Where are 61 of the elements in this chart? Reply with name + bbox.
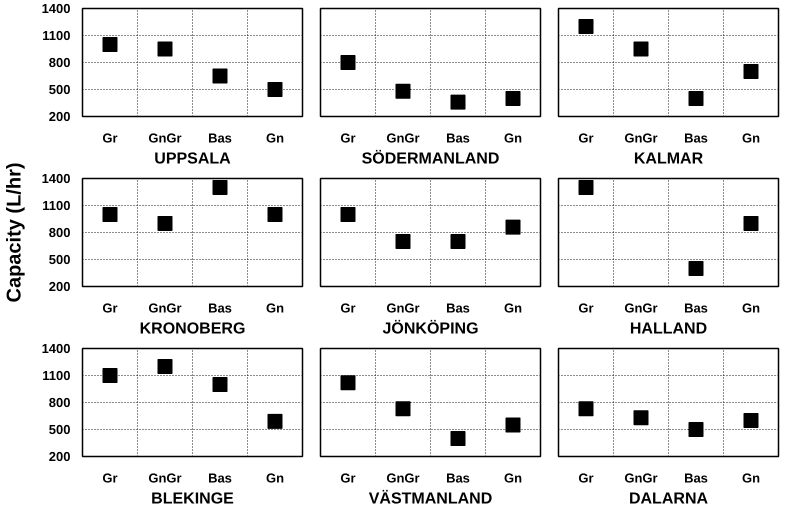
text: HALLAND bbox=[630, 320, 708, 338]
x-tick-label: Bas bbox=[684, 470, 708, 486]
x-tick-label: GnGr bbox=[624, 470, 658, 486]
x-tick-label: GnGr bbox=[148, 470, 182, 486]
x-tick-label: GnGr bbox=[148, 300, 182, 316]
y-tick-label: 1400 bbox=[42, 1, 70, 16]
x-tick-label: Gr bbox=[578, 130, 594, 146]
x-tick-label: Gr bbox=[102, 470, 118, 486]
x-tick-label: GnGr bbox=[386, 130, 420, 146]
text: DALARNA bbox=[628, 490, 708, 508]
y-tick-label: 1100 bbox=[42, 368, 70, 383]
y-tick-label: 1100 bbox=[42, 198, 70, 213]
y-tick-label: 500 bbox=[48, 422, 71, 437]
x-tick-label: Gn bbox=[266, 470, 284, 486]
text: VÄSTMANLAND bbox=[368, 490, 492, 508]
text: BLEKINGE bbox=[151, 490, 234, 508]
x-tick-label: Gn bbox=[742, 470, 760, 486]
x-tick-label: Gr bbox=[340, 470, 356, 486]
x-tick-label: Bas bbox=[446, 130, 470, 146]
y-tick-label: 1100 bbox=[42, 28, 70, 43]
y-tick-label: 800 bbox=[48, 395, 71, 410]
x-tick-label: Bas bbox=[684, 300, 708, 316]
x-tick-label: Gr bbox=[340, 130, 356, 146]
x-tick-label: GnGr bbox=[148, 130, 182, 146]
x-tick-label: Gn bbox=[742, 130, 760, 146]
y-tick-label: 200 bbox=[48, 279, 71, 294]
x-tick-label: Bas bbox=[446, 470, 470, 486]
y-tick-label: 500 bbox=[48, 82, 71, 97]
text: UPPSALA bbox=[154, 150, 232, 168]
x-tick-label: Gn bbox=[504, 300, 522, 316]
text: KALMAR bbox=[634, 150, 704, 168]
y-tick-label: 800 bbox=[48, 55, 71, 70]
x-tick-label: Gn bbox=[266, 300, 284, 316]
x-tick-label: Bas bbox=[208, 130, 232, 146]
x-tick-label: Gr bbox=[578, 300, 594, 316]
y-tick-label: 200 bbox=[48, 449, 71, 464]
x-tick-label: Gn bbox=[742, 300, 760, 316]
x-tick-label: GnGr bbox=[386, 300, 420, 316]
x-tick-label: Gn bbox=[504, 130, 522, 146]
x-tick-label: Bas bbox=[208, 470, 232, 486]
x-tick-label: Gr bbox=[340, 300, 356, 316]
x-tick-label: Bas bbox=[208, 300, 232, 316]
x-tick-label: Bas bbox=[446, 300, 470, 316]
x-tick-label: Gn bbox=[266, 130, 284, 146]
y-axis-title: Capacity (L/hr) bbox=[4, 162, 26, 303]
text: JÖNKÖPING bbox=[382, 320, 479, 338]
x-tick-label: Gn bbox=[504, 470, 522, 486]
text: KRONOBERG bbox=[140, 320, 246, 338]
y-tick-label: 800 bbox=[48, 225, 71, 240]
y-tick-label: 500 bbox=[48, 252, 71, 267]
text: SÖDERMANLAND bbox=[362, 150, 500, 168]
x-tick-label: Gr bbox=[578, 470, 594, 486]
x-tick-label: Gr bbox=[102, 130, 118, 146]
x-tick-label: Bas bbox=[684, 130, 708, 146]
x-tick-label: GnGr bbox=[624, 130, 658, 146]
y-tick-label: 1400 bbox=[42, 171, 70, 186]
y-tick-label: 200 bbox=[48, 109, 71, 124]
y-tick-label: 1400 bbox=[42, 341, 70, 356]
x-tick-label: Gr bbox=[102, 300, 118, 316]
x-tick-label: GnGr bbox=[386, 470, 420, 486]
x-tick-label: GnGr bbox=[624, 300, 658, 316]
